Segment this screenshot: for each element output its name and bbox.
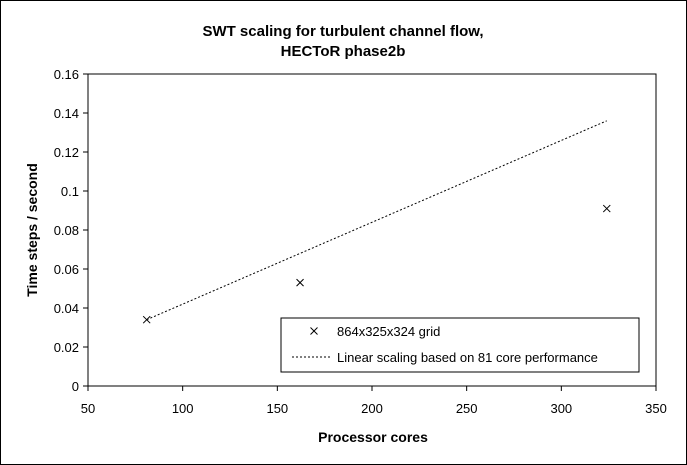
x-tick-label: 300 <box>550 401 572 416</box>
y-tick-label: 0.1 <box>61 184 79 199</box>
x-tick-label: 100 <box>172 401 194 416</box>
y-tick-label: 0.14 <box>54 106 79 121</box>
chart-title: SWT scaling for turbulent channel flow, … <box>202 23 483 60</box>
y-tick-label: 0 <box>72 379 79 394</box>
legend-item: 864x325x324 grid <box>310 324 440 339</box>
chart-title-line-1: SWT scaling for turbulent channel flow, <box>202 23 483 40</box>
x-axis-label: Processor cores <box>318 429 428 445</box>
legend-label: Linear scaling based on 81 core performa… <box>337 350 598 365</box>
y-tick-label: 0.04 <box>54 301 79 316</box>
plot-area: 0 0.02 0.04 0.06 0.08 0.1 0.12 0.14 0.16 50 100 150… <box>54 67 667 416</box>
y-tick-label: 0.02 <box>54 340 79 355</box>
y-tick-label: 0.12 <box>54 145 79 160</box>
legend-box <box>280 317 640 373</box>
y-axis-label: Time steps / second <box>24 163 40 297</box>
x-tick-label: 350 <box>645 401 667 416</box>
series-line-linear-scaling <box>146 120 607 321</box>
x-tick-label: 200 <box>361 401 383 416</box>
legend-label: 864x325x324 grid <box>337 324 440 339</box>
marker-stroke <box>602 204 611 213</box>
x-tick-label: 50 <box>81 401 95 416</box>
legend-marker-swatch <box>310 327 318 335</box>
y-tick-label: 0.08 <box>54 223 79 238</box>
x-tick-label: 150 <box>266 401 288 416</box>
chart-title-line-2: HECToR phase2b <box>281 43 406 60</box>
legend: 864x325x324 grid Linear scaling based on … <box>280 317 640 373</box>
legend-item: Linear scaling based on 81 core performa… <box>292 350 598 365</box>
y-tick-label: 0.16 <box>54 67 79 82</box>
y-tick-label: 0.06 <box>54 262 79 277</box>
x-tick-label: 250 <box>456 401 478 416</box>
data-point-marker <box>296 278 304 287</box>
marker-stroke <box>296 278 304 287</box>
data-point-marker <box>602 204 611 213</box>
